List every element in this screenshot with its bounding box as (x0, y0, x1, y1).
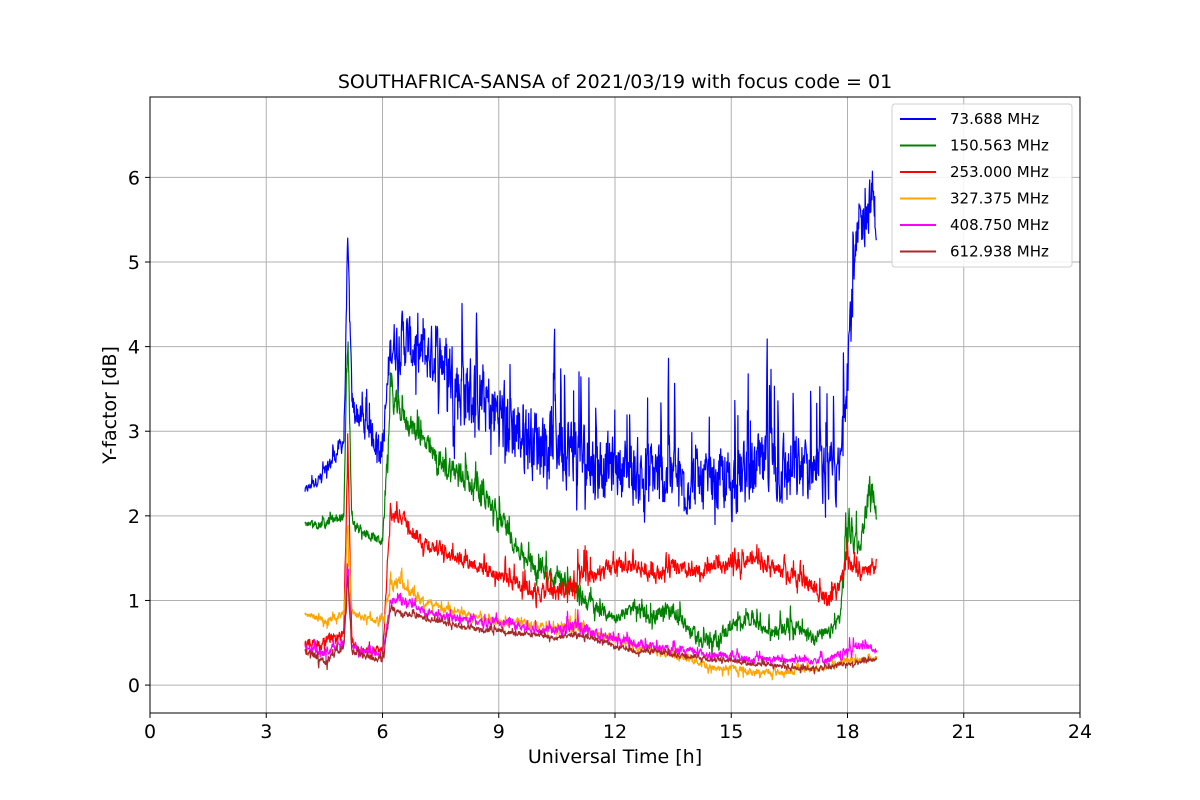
legend: 73.688 MHz 150.563 MHz 253.000 MHz 327.375 … (891, 103, 1073, 268)
x-axis-label: Universal Time [h] (528, 746, 702, 768)
legend-box (891, 103, 1073, 268)
y-tick-label: 6 (128, 167, 140, 189)
y-tick-label: 1 (128, 590, 140, 612)
series-line-5 (304, 575, 878, 675)
legend-label-1: 150.563 MHz (950, 137, 1049, 155)
plot-area (304, 170, 878, 681)
y-tick-label: 3 (128, 421, 140, 443)
y-tick-label: 2 (128, 506, 140, 528)
series-line-2 (304, 433, 878, 658)
legend-label-4: 408.750 MHz (950, 216, 1049, 234)
series-line-4 (304, 563, 878, 666)
x-tick-label: 3 (260, 721, 272, 743)
legend-label-2: 253.000 MHz (950, 163, 1049, 181)
chart-title: SOUTHAFRICA-SANSA of 2021/03/19 with foc… (338, 71, 892, 93)
y-tick-label: 4 (128, 337, 140, 359)
series-line-0 (304, 170, 878, 526)
x-tick-label: 6 (376, 721, 388, 743)
x-tick-label: 24 (1068, 721, 1092, 743)
y-axis-label: Y-factor [dB] (99, 346, 121, 465)
legend-label-3: 327.375 MHz (950, 190, 1049, 208)
x-axis: 0 3 6 9 12 15 18 21 24 (144, 713, 1092, 743)
x-tick-label: 15 (719, 721, 743, 743)
x-tick-label: 0 (144, 721, 156, 743)
x-tick-label: 18 (835, 721, 859, 743)
x-tick-label: 9 (493, 721, 505, 743)
legend-label-0: 73.688 MHz (950, 110, 1039, 128)
legend-label-5: 612.938 MHz (950, 243, 1049, 261)
y-axis: 0 1 2 3 4 5 6 (128, 167, 150, 697)
x-tick-label: 12 (603, 721, 627, 743)
x-tick-label: 21 (952, 721, 976, 743)
y-tick-label: 0 (128, 675, 140, 697)
y-tick-label: 5 (128, 252, 140, 274)
series-line-1 (304, 341, 878, 663)
